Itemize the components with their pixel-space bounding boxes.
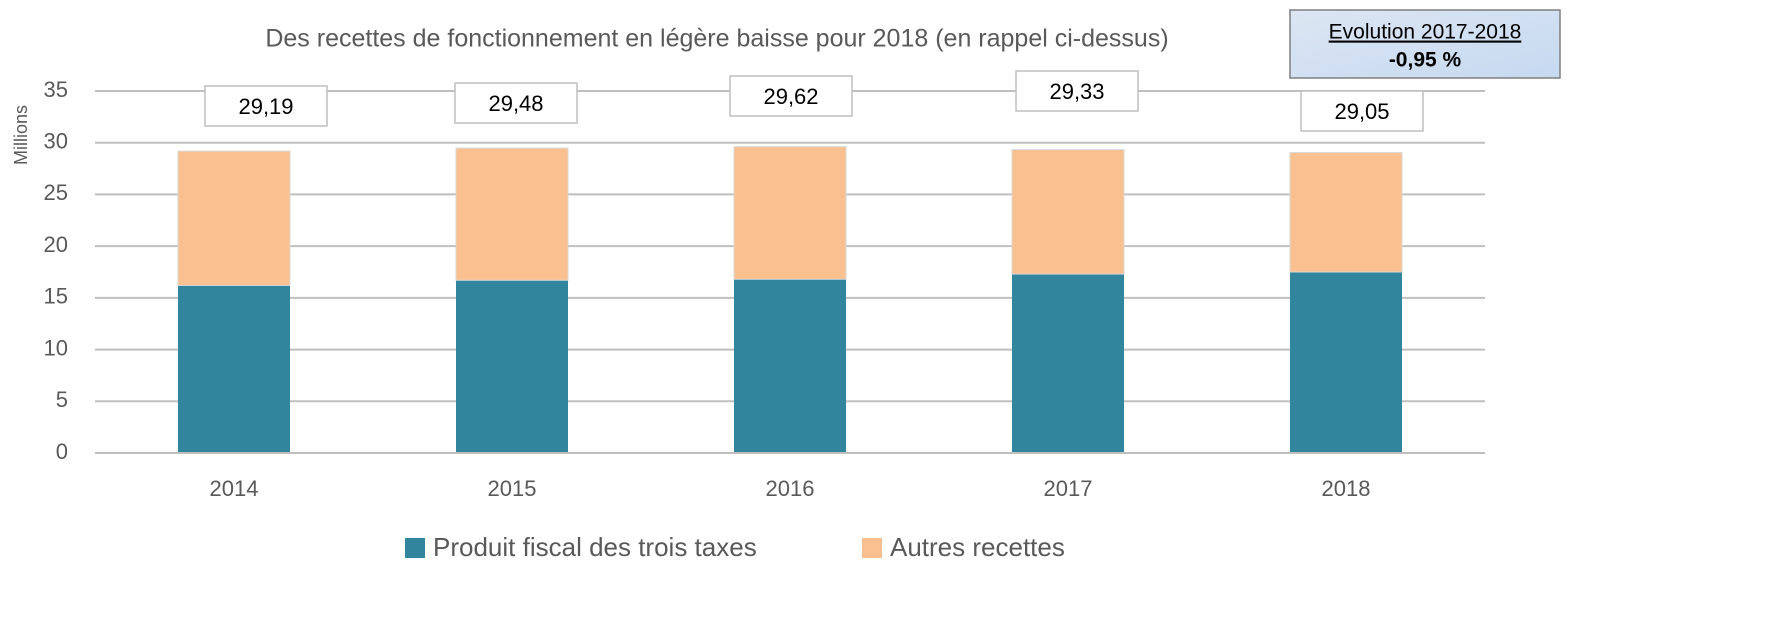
bar-segment — [1290, 272, 1402, 453]
annotation-title: Evolution 2017-2018 — [1329, 21, 1522, 44]
bar-segment — [178, 285, 290, 453]
y-tick-label: 30 — [44, 129, 68, 154]
total-label-box — [729, 75, 853, 117]
bar-segment — [1289, 152, 1403, 273]
annotation-value: -0,95 % — [1389, 49, 1462, 72]
annotation-box — [1289, 9, 1561, 79]
y-tick-label: 25 — [44, 180, 68, 205]
total-label-box — [454, 82, 578, 124]
chart-title: Des recettes de fonctionnement en légère… — [265, 25, 1168, 53]
legend-swatch — [862, 538, 882, 558]
total-label-box — [1300, 90, 1424, 132]
total-label: 29,48 — [488, 91, 543, 116]
total-label-box — [1015, 70, 1139, 112]
bar-segment — [734, 279, 846, 453]
y-tick-label: 5 — [56, 387, 68, 412]
total-label: 29,05 — [1334, 99, 1389, 124]
bar-segment — [733, 146, 847, 280]
bar-segment — [1011, 149, 1125, 275]
x-tick-label: 2017 — [1044, 476, 1093, 501]
y-tick-label: 20 — [44, 232, 68, 257]
x-tick-label: 2015 — [488, 476, 537, 501]
bar-segment — [177, 150, 291, 286]
total-label: 29,33 — [1049, 79, 1104, 104]
total-label: 29,62 — [763, 84, 818, 109]
x-tick-label: 2018 — [1322, 476, 1371, 501]
y-tick-label: 15 — [44, 284, 68, 309]
bar-segment — [455, 147, 569, 281]
x-tick-label: 2016 — [766, 476, 815, 501]
y-axis-label: Millions — [11, 105, 31, 165]
bar-segment — [1012, 274, 1124, 453]
total-label-box — [204, 85, 328, 127]
y-tick-label: 0 — [56, 439, 68, 464]
total-label: 29,19 — [238, 94, 293, 119]
bar-segment — [456, 280, 568, 453]
legend-label: Produit fiscal des trois taxes — [433, 532, 757, 562]
y-tick-label: 35 — [44, 77, 68, 102]
legend-label: Autres recettes — [890, 532, 1065, 562]
y-tick-label: 10 — [44, 335, 68, 360]
x-tick-label: 2014 — [210, 476, 259, 501]
legend-swatch — [405, 538, 425, 558]
